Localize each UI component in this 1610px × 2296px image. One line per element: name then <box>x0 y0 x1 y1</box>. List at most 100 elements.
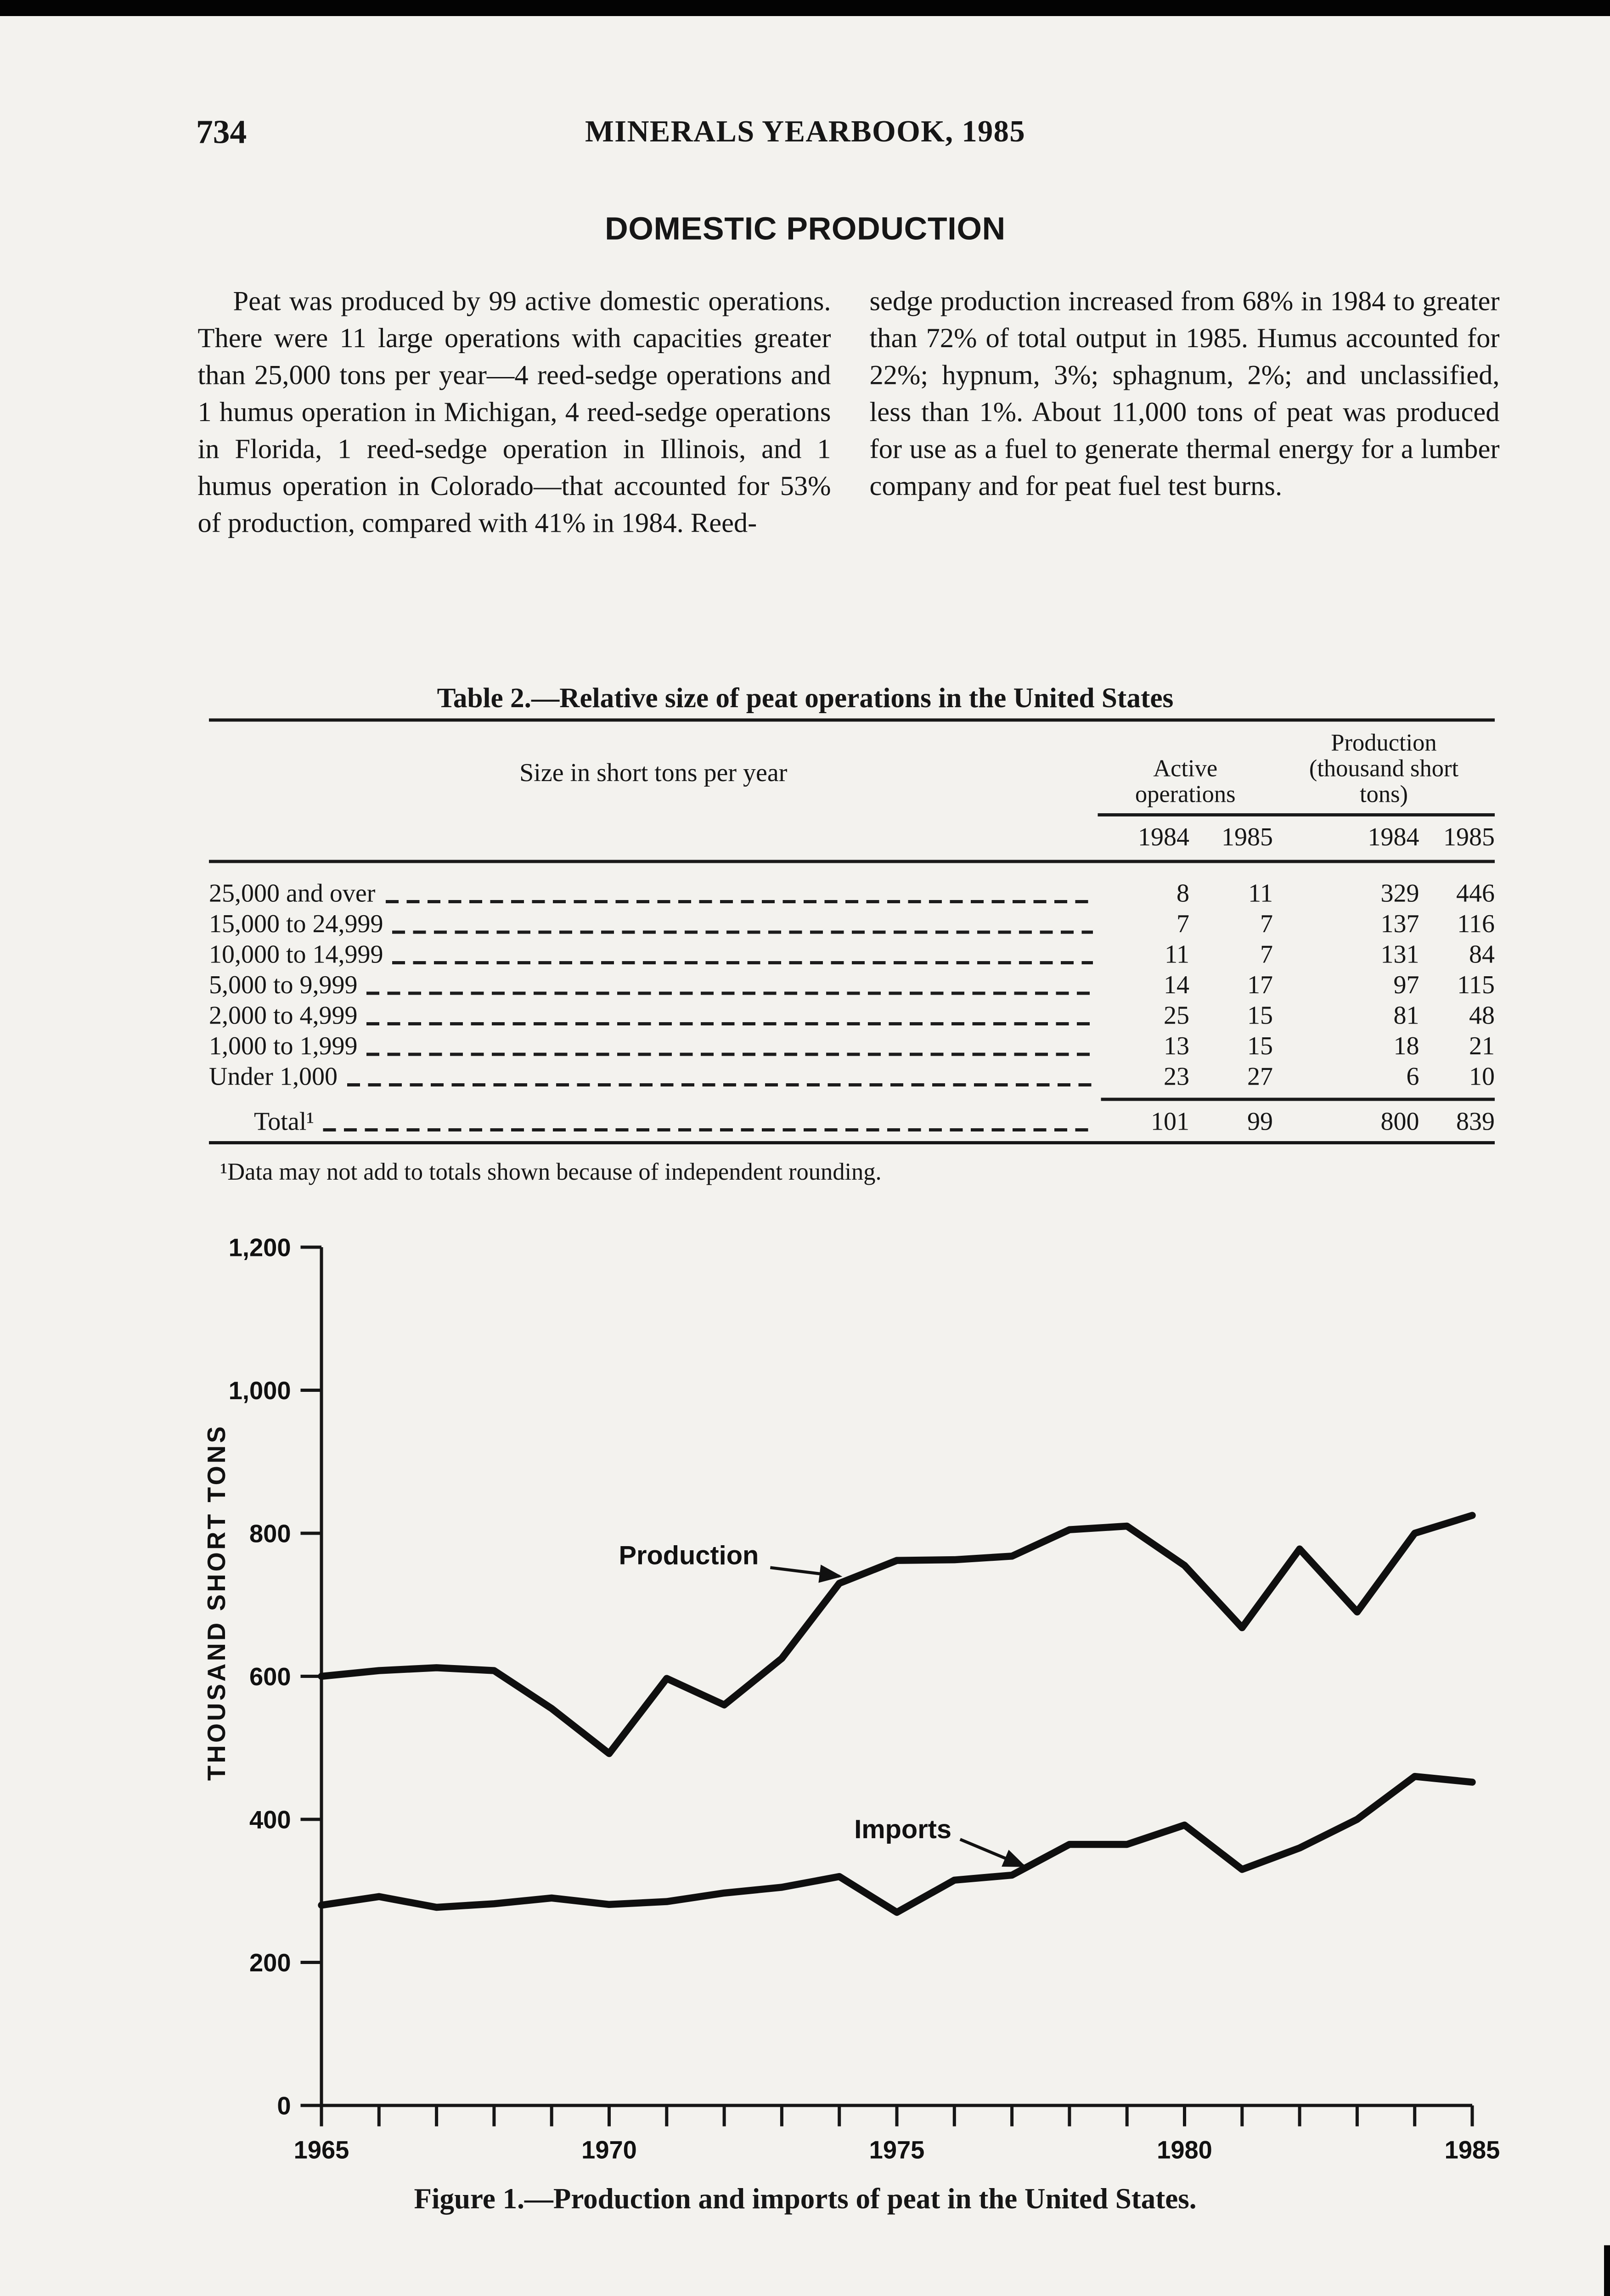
total-label: Total¹ <box>254 1109 315 1137</box>
x-tick-label: 1985 <box>1445 2137 1500 2164</box>
table-total-row: Total¹ 101 99 800 839 <box>209 1108 1495 1138</box>
cell-value: 81 <box>1393 1003 1419 1030</box>
cell-value: 18 <box>1393 1033 1419 1061</box>
cell-value: 13 <box>1164 1033 1189 1061</box>
table-header: Size in short tons per year Active opera… <box>209 731 1495 816</box>
cell-value: 115 <box>1457 972 1495 1000</box>
section-heading: DOMESTIC PRODUCTION <box>605 212 1006 248</box>
table-bottom-rule <box>209 1141 1495 1144</box>
leader-dashes <box>347 1083 1093 1086</box>
body-left-column: Peat was produced by 99 active domestic … <box>197 286 831 539</box>
scan-artifact-top-bar <box>0 0 1610 16</box>
leader-dashes <box>385 900 1093 903</box>
pre-total-rule <box>1101 1097 1495 1101</box>
y-tick-label: 600 <box>249 1663 291 1691</box>
cell-value: 8 <box>1177 881 1189 908</box>
figure-1-chart: THOUSAND SHORT TONS 0 200 400 600 800 1,000 1,… <box>96 1230 1511 2194</box>
cell-value: 11 <box>1248 881 1273 908</box>
total-value: 101 <box>1151 1109 1189 1137</box>
y-tick-label: 400 <box>249 1806 291 1834</box>
scan-artifact-right-bar <box>1604 2245 1610 2296</box>
active-operations-label: Active operations <box>1135 757 1236 809</box>
cell-value: 131 <box>1380 942 1419 969</box>
cell-value: 7 <box>1177 911 1189 939</box>
year-header: 1985 <box>1222 824 1273 852</box>
table-row: 15,000 to 24,999 7 7 137 116 <box>209 910 1495 940</box>
year-header: 1984 <box>1368 824 1419 852</box>
cell-value: 10 <box>1469 1064 1495 1092</box>
annotation-production: Production <box>619 1541 759 1570</box>
annotation-arrow <box>959 1838 1026 1868</box>
cell-value: 446 <box>1456 881 1495 908</box>
table-top-rule <box>209 718 1495 722</box>
cell-value: 14 <box>1164 972 1189 1000</box>
cell-value: 11 <box>1165 942 1189 969</box>
table-footnote: ¹Data may not add to totals shown becaus… <box>220 1160 882 1186</box>
size-column-header: Size in short tons per year <box>519 760 788 788</box>
cell-value: 21 <box>1469 1033 1495 1061</box>
x-tick-label: 1965 <box>294 2137 349 2164</box>
leader-dashes <box>393 930 1093 934</box>
production-label: Production (thousand short tons) <box>1309 731 1459 809</box>
table-header-rule <box>209 860 1495 863</box>
cell-value: 23 <box>1164 1064 1189 1092</box>
x-tick-label: 1970 <box>581 2137 637 2164</box>
table-row: 1,000 to 1,999 13 15 18 21 <box>209 1032 1495 1063</box>
cell-value: 15 <box>1247 1033 1273 1061</box>
cell-value: 27 <box>1247 1064 1273 1092</box>
annotation-arrow <box>770 1564 843 1583</box>
figure-caption: Figure 1.—Production and imports of peat… <box>414 2183 1197 2215</box>
row-label: Under 1,000 <box>209 1064 338 1092</box>
leader-dashes <box>367 1052 1093 1056</box>
cell-value: 137 <box>1380 911 1419 939</box>
running-head-title: MINERALS YEARBOOK, 1985 <box>585 116 1025 150</box>
row-label: 15,000 to 24,999 <box>209 911 383 939</box>
table-2-peat-operations: Size in short tons per year Active opera… <box>209 718 1495 1190</box>
active-operations-group-header: Active operations <box>1098 732 1273 816</box>
row-label: 10,000 to 14,999 <box>209 942 383 969</box>
cell-value: 25 <box>1164 1003 1189 1030</box>
series-production <box>318 1512 1476 1757</box>
x-tick-label: 1980 <box>1157 2137 1212 2164</box>
row-label: 25,000 and over <box>209 881 376 908</box>
cell-value: 15 <box>1247 1003 1273 1030</box>
table-group-headers: Active operations Production (thousand s… <box>1098 731 1495 816</box>
y-tick-label: 200 <box>249 1949 291 1977</box>
total-value: 839 <box>1456 1109 1495 1137</box>
table-row: 2,000 to 4,999 25 15 81 48 <box>209 1002 1495 1032</box>
table-body: 25,000 and over 8 11 329 446 15,000 to 2… <box>209 879 1495 1093</box>
total-value: 99 <box>1247 1109 1273 1137</box>
table-year-row: 1984 1985 1984 1985 <box>209 823 1495 854</box>
body-right-column: sedge production increased from 68% in 1… <box>869 286 1500 501</box>
line-chart: THOUSAND SHORT TONS 0 200 400 600 800 1,000 1,… <box>203 1234 1500 2164</box>
x-tick-label: 1975 <box>869 2137 925 2164</box>
annotation-imports: Imports <box>854 1815 951 1844</box>
year-header: 1985 <box>1443 824 1495 852</box>
year-row-spacer <box>209 823 1098 854</box>
cell-value: 329 <box>1380 881 1419 908</box>
y-tick-label: 800 <box>249 1520 291 1548</box>
y-tick-label: 1,200 <box>229 1234 291 1261</box>
year-header: 1984 <box>1138 824 1189 852</box>
total-value: 800 <box>1380 1109 1419 1137</box>
series-imports <box>318 1773 1476 1916</box>
row-label: 5,000 to 9,999 <box>209 972 358 1000</box>
cell-value: 116 <box>1457 911 1495 939</box>
cell-value: 7 <box>1260 942 1273 969</box>
table-row: 25,000 and over 8 11 329 446 <box>209 879 1495 910</box>
cell-value: 7 <box>1260 911 1273 939</box>
production-group-header: Production (thousand short tons) <box>1273 731 1495 816</box>
cell-value: 48 <box>1469 1003 1495 1030</box>
table-title: Table 2.—Relative size of peat operation… <box>437 681 1174 714</box>
page-number: 734 <box>196 113 247 151</box>
leader-dashes <box>367 991 1093 995</box>
table-row: 10,000 to 14,999 11 7 131 84 <box>209 940 1495 971</box>
leader-dashes <box>324 1128 1093 1131</box>
y-axis-title: THOUSAND SHORT TONS <box>203 1424 231 1781</box>
cell-value: 84 <box>1469 942 1495 969</box>
table-row: 5,000 to 9,999 14 17 97 115 <box>209 971 1495 1002</box>
y-tick-label: 1,000 <box>229 1377 291 1405</box>
cell-value: 97 <box>1393 972 1419 1000</box>
row-label: 1,000 to 1,999 <box>209 1033 358 1061</box>
